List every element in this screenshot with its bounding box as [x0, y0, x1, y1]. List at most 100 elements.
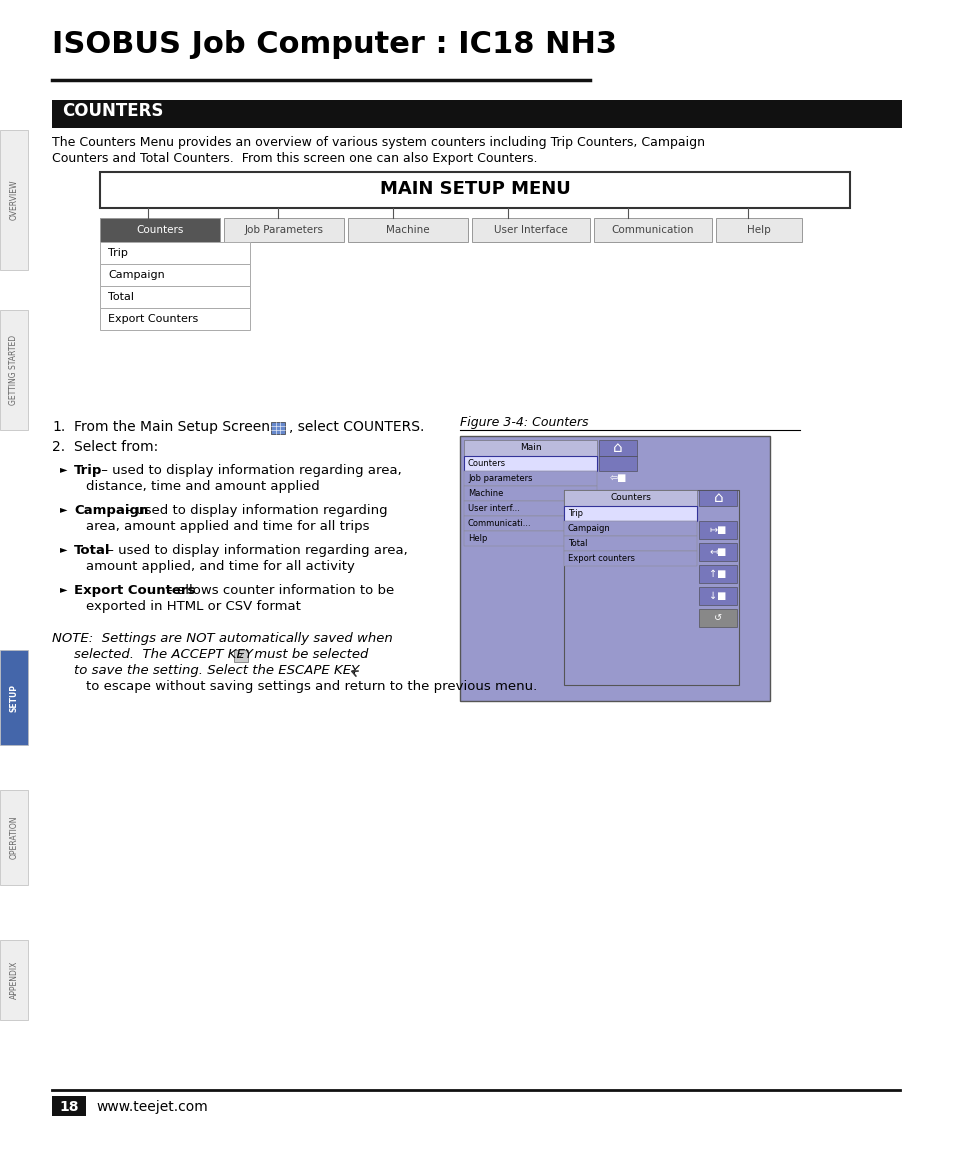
Bar	[100, 308, 250, 330]
Text: ►: ►	[60, 584, 68, 595]
Text: Counters: Counters	[136, 225, 184, 235]
Text: OVERVIEW: OVERVIEW	[10, 180, 18, 220]
Text: Help: Help	[468, 534, 487, 544]
Text: – used to display information regarding area,: – used to display information regarding …	[103, 544, 408, 557]
Text: Select from:: Select from:	[74, 440, 158, 454]
Bar	[699, 490, 737, 506]
Text: Export Counters: Export Counters	[108, 314, 198, 325]
Text: Campaign: Campaign	[108, 270, 165, 280]
Bar	[563, 551, 697, 566]
Text: Total: Total	[74, 544, 111, 557]
Bar	[100, 264, 250, 286]
Text: OPERATION: OPERATION	[10, 816, 18, 859]
Text: – used to display information regarding area,: – used to display information regarding …	[97, 464, 402, 478]
Text: – allows counter information to be: – allows counter information to be	[162, 584, 394, 597]
Text: Export Counters: Export Counters	[74, 584, 195, 597]
Text: Main: Main	[519, 444, 540, 452]
Bar	[699, 564, 737, 583]
Text: COUNTERS: COUNTERS	[62, 102, 163, 121]
Text: SETUP: SETUP	[10, 684, 18, 712]
Text: MAIN SETUP MENU: MAIN SETUP MENU	[379, 180, 570, 198]
Bar	[563, 506, 697, 522]
Text: Machine: Machine	[468, 489, 503, 498]
Text: ⌂: ⌂	[714, 490, 723, 505]
Bar	[0, 309, 28, 430]
Text: ⇦■: ⇦■	[609, 474, 626, 483]
Bar	[716, 218, 801, 242]
Text: ↦■: ↦■	[709, 525, 726, 535]
Text: User interf...: User interf...	[468, 504, 519, 513]
Text: distance, time and amount applied: distance, time and amount applied	[86, 480, 319, 493]
Text: GETTING STARTED: GETTING STARTED	[10, 335, 18, 404]
Bar	[459, 436, 769, 701]
Bar	[463, 516, 597, 531]
Text: ►: ►	[60, 544, 68, 554]
Text: Total: Total	[567, 539, 587, 548]
Bar	[463, 471, 597, 486]
Text: NOTE:  Settings are NOT automatically saved when: NOTE: Settings are NOT automatically sav…	[52, 632, 393, 646]
Bar	[463, 486, 597, 501]
Text: Export counters: Export counters	[567, 554, 635, 563]
Text: selected.  The ACCEPT KEY: selected. The ACCEPT KEY	[74, 648, 253, 661]
Text: The Counters Menu provides an overview of various system counters including Trip: The Counters Menu provides an overview o…	[52, 136, 704, 150]
Text: Counters: Counters	[468, 459, 506, 468]
Text: From the Main Setup Screen: From the Main Setup Screen	[74, 420, 270, 433]
Bar	[699, 522, 737, 539]
Bar	[598, 455, 637, 471]
Bar	[463, 440, 597, 455]
Text: area, amount applied and time for all trips: area, amount applied and time for all tr…	[86, 520, 369, 533]
Bar	[463, 531, 597, 546]
Text: ISOBUS Job Computer : IC18 NH3: ISOBUS Job Computer : IC18 NH3	[52, 30, 617, 59]
Text: to save the setting. Select the ESCAPE KEY: to save the setting. Select the ESCAPE K…	[74, 664, 359, 677]
Text: ↓■: ↓■	[709, 591, 726, 602]
Bar	[348, 218, 468, 242]
Text: Campaign: Campaign	[567, 524, 610, 533]
Bar	[699, 544, 737, 561]
Bar	[271, 422, 285, 433]
Bar	[699, 586, 737, 605]
Bar	[100, 286, 250, 308]
Text: Communication: Communication	[611, 225, 694, 235]
Text: User Interface: User Interface	[494, 225, 567, 235]
Text: Trip: Trip	[108, 248, 128, 258]
Text: ↺: ↺	[713, 613, 721, 624]
Bar	[0, 650, 28, 745]
Bar	[594, 218, 711, 242]
Text: Total: Total	[108, 292, 133, 302]
Text: ⌂: ⌂	[613, 440, 622, 455]
Bar	[563, 490, 739, 685]
Bar	[0, 940, 28, 1020]
Text: to escape without saving settings and return to the previous menu.: to escape without saving settings and re…	[52, 680, 537, 693]
Bar	[598, 440, 637, 455]
Bar	[563, 535, 697, 551]
Bar	[563, 522, 697, 535]
Text: – used to display information regarding: – used to display information regarding	[121, 504, 387, 517]
Bar	[0, 130, 28, 270]
Text: Campaign: Campaign	[74, 504, 149, 517]
Text: Trip: Trip	[74, 464, 102, 478]
Text: 18: 18	[59, 1100, 79, 1114]
Bar	[0, 790, 28, 885]
Text: Machine: Machine	[386, 225, 430, 235]
Text: Counters and Total Counters.  From this screen one can also Export Counters.: Counters and Total Counters. From this s…	[52, 152, 537, 165]
Text: ►: ►	[60, 504, 68, 513]
Text: ↑■: ↑■	[709, 569, 726, 580]
Text: , select COUNTERS.: , select COUNTERS.	[289, 420, 424, 433]
Text: www.teejet.com: www.teejet.com	[96, 1100, 208, 1114]
Text: Trip: Trip	[567, 509, 582, 518]
Text: ►: ►	[60, 464, 68, 474]
Text: ↤■: ↤■	[709, 547, 726, 557]
Bar	[472, 218, 589, 242]
Text: Job parameters: Job parameters	[468, 474, 532, 483]
Text: amount applied, and time for all activity: amount applied, and time for all activit…	[86, 560, 355, 573]
Bar	[52, 1096, 86, 1116]
Text: Communicati...: Communicati...	[468, 519, 531, 529]
Text: must be selected: must be selected	[250, 648, 368, 661]
Bar	[52, 100, 901, 127]
Text: Counters: Counters	[609, 494, 650, 503]
Bar	[463, 455, 597, 471]
Bar	[563, 490, 697, 506]
Bar	[233, 650, 248, 662]
Bar	[699, 608, 737, 627]
Text: exported in HTML or CSV format: exported in HTML or CSV format	[86, 600, 300, 613]
